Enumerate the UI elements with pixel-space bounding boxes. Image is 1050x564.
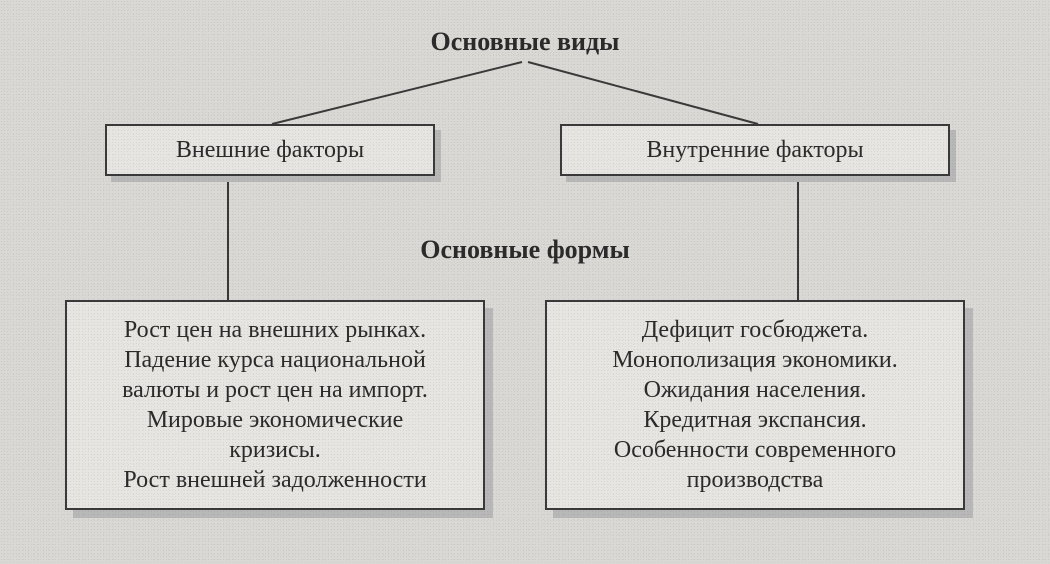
diagram-content: Основные виды Внешние факторы Внутренние… [0,0,1050,564]
node-external-forms: Рост цен на внешних рынках.Падение курса… [65,300,485,510]
title-main-forms: Основные формы [420,235,630,265]
node-text: Рост цен на внешних рынках.Падение курса… [122,315,428,495]
node-label: Внутренние факторы [646,135,863,165]
node-internal-factors: Внутренние факторы [560,124,950,176]
node-external-factors: Внешние факторы [105,124,435,176]
title-main-types: Основные виды [431,27,620,57]
node-text: Дефицит госбюджета.Монополизация экономи… [612,315,897,495]
node-label: Внешние факторы [176,135,364,165]
node-internal-forms: Дефицит госбюджета.Монополизация экономи… [545,300,965,510]
